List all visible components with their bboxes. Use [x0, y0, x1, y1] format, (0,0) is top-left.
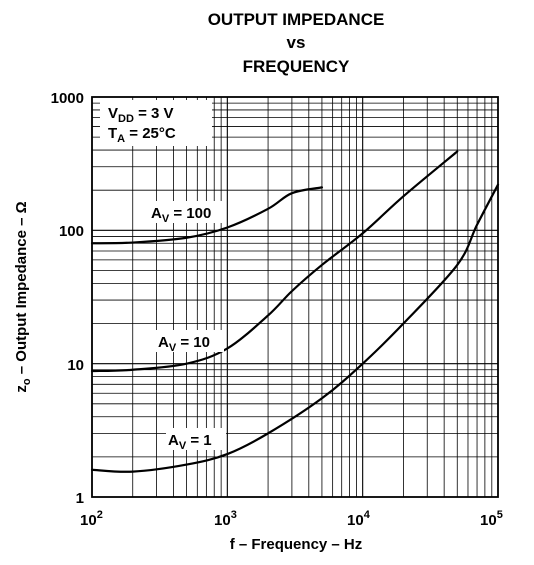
x-tick-label: 104 — [347, 509, 371, 529]
curve-av-100 — [90, 186, 324, 245]
curve-av-10 — [90, 150, 459, 373]
y-tick-label: 1000 — [51, 90, 84, 107]
condition-vdd: VDD = 3 V — [108, 105, 174, 125]
chart-title-line-2: vs — [287, 33, 306, 52]
y-tick-labels: 1 10 100 1000 — [51, 90, 84, 507]
label-av10-bg — [156, 330, 224, 352]
x-tick-label: 105 — [480, 509, 503, 529]
y-tick-label: 1 — [76, 490, 84, 507]
y-tick-label: 100 — [59, 223, 84, 240]
plot-frame — [91, 96, 499, 498]
label-av1-bg — [166, 428, 226, 450]
conditions-box — [100, 100, 212, 146]
label-av100-bg — [149, 201, 225, 223]
label-av10: AV = 10 — [158, 334, 210, 354]
curves — [90, 150, 500, 473]
chart-title-line-3: FREQUENCY — [243, 57, 350, 76]
curve-av-1 — [90, 183, 500, 473]
condition-ta: TA = 25°C — [108, 125, 176, 145]
label-av100: AV = 100 — [151, 205, 211, 225]
label-av1: AV = 1 — [168, 432, 212, 452]
x-axis-label: f – Frequency – Hz — [230, 536, 363, 553]
y-axis-label: zo – Output Impedance – Ω — [13, 201, 33, 392]
x-tick-label: 103 — [214, 509, 237, 529]
x-tick-label: 102 — [80, 509, 103, 529]
y-tick-label: 10 — [67, 357, 84, 374]
plot-grid — [91, 96, 499, 498]
x-tick-labels: 102 103 104 105 — [80, 509, 503, 529]
chart-title-line-1: OUTPUT IMPEDANCE — [208, 10, 385, 29]
